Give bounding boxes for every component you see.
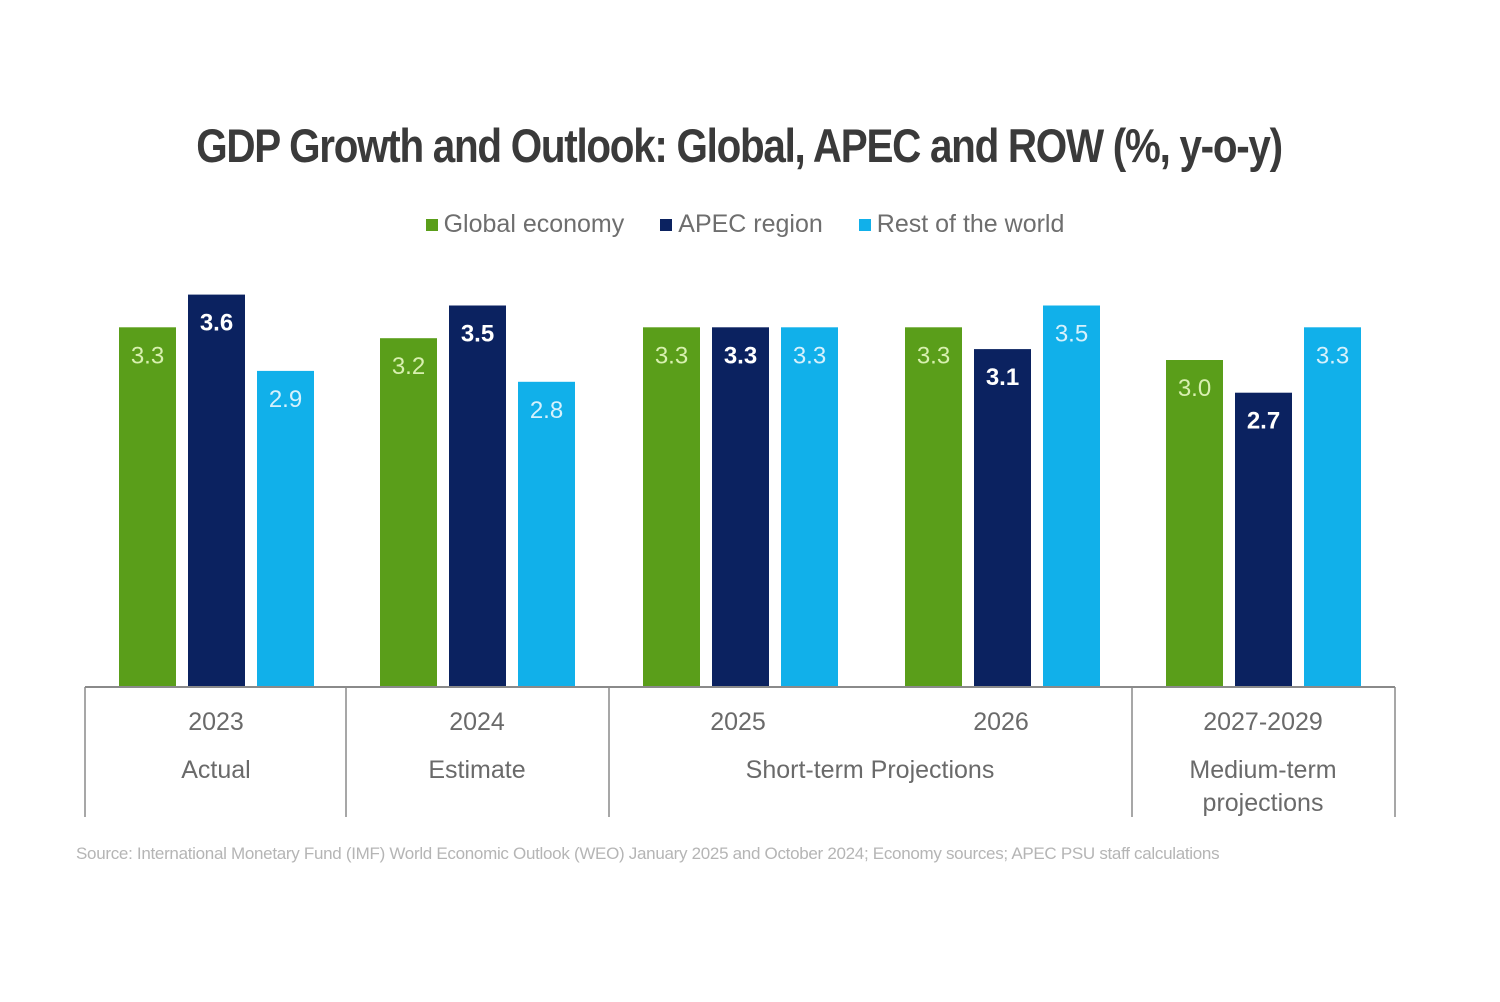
bar-2023-2 [257,370,314,687]
x-tick-label: 2024 [449,708,505,736]
data-label: 3.5 [1055,321,1088,348]
data-label: 3.3 [793,342,826,369]
data-label: 3.5 [461,321,494,348]
data-label: 3.3 [1316,342,1349,369]
bar-2023-0 [119,327,176,687]
group-label: Short-term Projections [746,756,995,784]
legend-label-apec: APEC region [678,210,823,238]
data-label: 2.9 [269,386,302,413]
chart-title: GDP Growth and Outlook: Global, APEC and… [196,119,1283,172]
bar-2026-2 [1043,305,1100,687]
group-label: Medium-term [1189,756,1336,784]
data-label: 3.3 [917,342,950,369]
data-label: 3.6 [200,310,233,337]
group-label: Actual [181,756,250,784]
x-tick-label: 2025 [710,708,766,736]
group-label: Estimate [428,756,525,784]
data-label: 3.3 [131,342,164,369]
bar-2027-2029-1 [1235,392,1292,687]
legend-swatch-row [858,218,871,231]
source-note: Source: International Monetary Fund (IMF… [76,844,1220,863]
data-label: 3.2 [392,353,425,380]
legend-item-global: Global economy [425,210,625,239]
group-label: projections [1203,789,1324,817]
legend-swatch-global [425,218,438,231]
bar-2024-1 [449,305,506,687]
x-tick-label: 2026 [973,708,1029,736]
legend-label-row: Rest of the world [876,210,1065,238]
legend-item-row: Rest of the world [858,210,1065,239]
bar-2023-1 [188,294,245,687]
bar-2027-2029-2 [1304,327,1361,687]
data-label: 3.1 [986,364,1019,391]
data-label: 2.7 [1247,408,1280,435]
bar-2024-0 [380,338,437,687]
bar-2026-0 [905,327,962,687]
legend-label-global: Global economy [443,210,625,238]
data-label: 2.8 [530,397,563,424]
legend: Global economy APEC region Rest of the w… [0,210,1490,239]
data-label: 3.0 [1178,375,1211,402]
x-tick-label: 2027-2029 [1203,708,1323,736]
bar-2024-2 [518,381,575,687]
legend-item-apec: APEC region [660,210,823,239]
bar-2026-1 [974,349,1031,687]
data-label: 3.3 [724,342,757,369]
bar-2025-2 [781,327,838,687]
bar-2025-1 [712,327,769,687]
bar-2027-2029-0 [1166,360,1223,687]
data-label: 3.3 [655,342,688,369]
bar-2025-0 [643,327,700,687]
legend-swatch-apec [660,218,673,231]
x-tick-label: 2023 [188,708,244,736]
